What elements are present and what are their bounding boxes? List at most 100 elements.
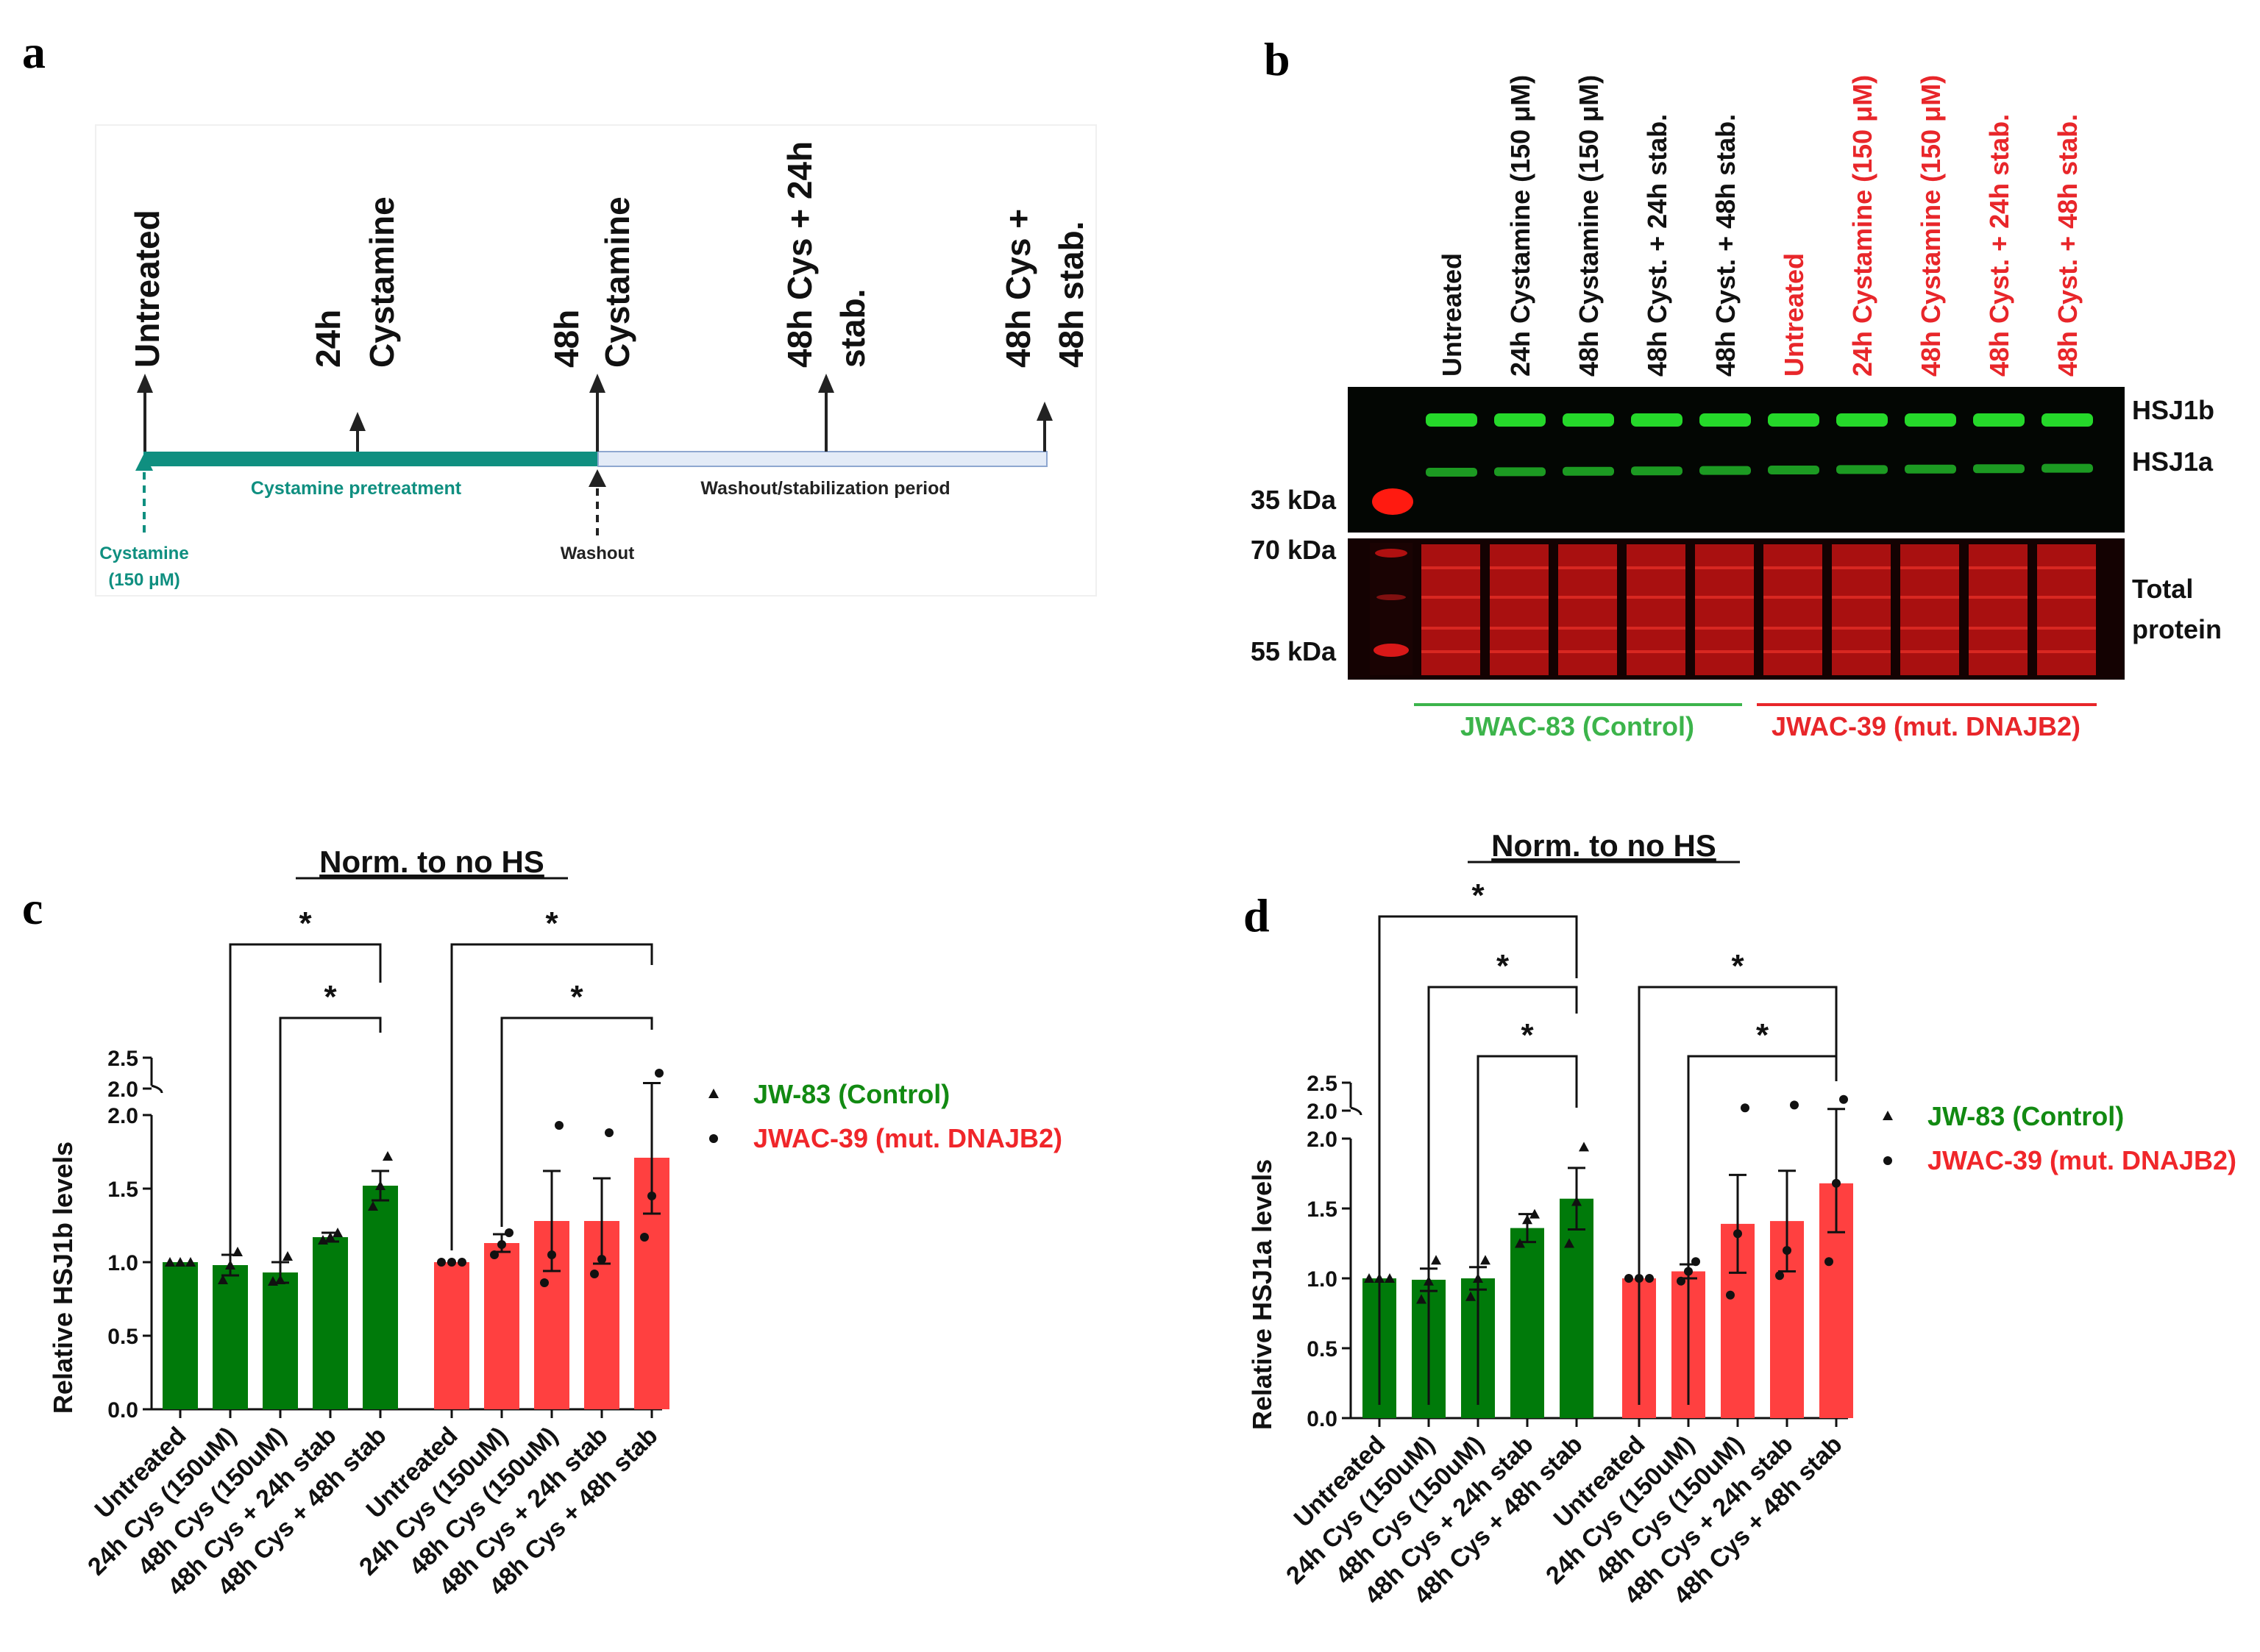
total-protein-band [1558, 650, 1617, 653]
data-point-triangle [333, 1228, 343, 1237]
timeline-label-48h: 48h [547, 310, 586, 368]
total-protein-band [1421, 650, 1480, 653]
y-axis-label: Relative HSJ1a levels [1247, 1159, 1277, 1430]
hsj1a-band [1563, 466, 1614, 476]
significance-star: * [545, 905, 558, 941]
data-point-circle [655, 1069, 664, 1078]
hsj1a-band [1768, 466, 1819, 474]
data-point-triangle [1465, 1291, 1476, 1301]
significance-star: * [1731, 948, 1744, 984]
timeline-label-24h: 24h [309, 310, 347, 368]
data-point-triangle [1364, 1273, 1374, 1283]
timeline-arrow [137, 374, 153, 452]
hsj1a-band [1494, 467, 1546, 477]
y-tick-label: 2.5 [1307, 1072, 1337, 1096]
y-tick-label: 2.0 [107, 1078, 138, 1102]
timeline-label-untreated: Untreated [128, 210, 166, 368]
lane-label: 48h Cystamine (150 μM) [1574, 75, 1604, 377]
data-point-triangle [318, 1235, 328, 1245]
data-point-triangle [268, 1276, 278, 1286]
data-point-triangle [275, 1275, 285, 1284]
total-protein-band [1900, 596, 1959, 599]
total-protein-band [1695, 566, 1754, 569]
y-tick-label: 0.5 [107, 1325, 138, 1349]
data-point-circle [1741, 1103, 1749, 1113]
cystamine-start-label: Cystamine [99, 544, 188, 563]
lane-label: 48h Cyst. + 24h stab. [1642, 114, 1672, 377]
data-point-circle [1839, 1094, 1848, 1104]
legend-marker-triangle [1883, 1111, 1893, 1120]
total-protein-band [2037, 566, 2096, 569]
lane-label: Untreated [1779, 253, 1809, 377]
panel-b-western-blot: b Untreated 24h Cystamine (150 μM) 48h Cys… [1251, 33, 2222, 741]
ladder-70kda-band [1375, 549, 1407, 558]
total-protein-lanes [1421, 544, 2096, 675]
hsj1a-band [1426, 468, 1477, 477]
significance-bracket [229, 943, 382, 1261]
significance-star: * [1521, 1017, 1534, 1053]
timeline-label-stab: stab. [834, 289, 872, 368]
data-point-triangle [375, 1181, 385, 1190]
data-point-circle [647, 1192, 656, 1200]
total-protein-band [1421, 596, 1480, 599]
data-point-triangle [325, 1232, 335, 1242]
lane-label: Untreated [1437, 253, 1467, 377]
significance-bracket [450, 943, 653, 1250]
chart-title: Norm. to no HS [319, 844, 544, 879]
data-point-triangle [225, 1260, 235, 1270]
y-tick-label: 0.5 [1307, 1337, 1337, 1361]
blot-hsj1-panel [1348, 387, 2125, 533]
group-control-label: JWAC-83 (Control) [1460, 711, 1694, 741]
bar [213, 1265, 248, 1409]
significance-bracket [500, 1017, 653, 1227]
hsj1b-band [1905, 413, 1956, 427]
y-tick-label: 0.0 [107, 1398, 138, 1423]
data-point-triangle [282, 1251, 293, 1261]
data-point-triangle [1431, 1255, 1441, 1265]
legend-marker-circle [709, 1134, 718, 1143]
marker-70kda: 70 kDa [1251, 535, 1337, 565]
data-point-circle [437, 1258, 446, 1267]
data-point-triangle [1416, 1294, 1426, 1304]
hsj1a-band [1905, 464, 1956, 474]
data-point-circle [1783, 1246, 1791, 1255]
total-protein-lane [1695, 544, 1754, 675]
data-point-triangle [1564, 1238, 1574, 1248]
ladder-55kda-band [1374, 644, 1409, 657]
data-point-circle [1733, 1229, 1742, 1239]
total-protein-band [1558, 627, 1617, 630]
data-point-circle [1624, 1274, 1633, 1283]
total-protein-lane [1421, 544, 1480, 675]
data-point-circle [1677, 1276, 1685, 1286]
y-tick-label: 0.0 [1307, 1407, 1337, 1431]
data-point-circle [1691, 1257, 1700, 1267]
bar [434, 1262, 469, 1409]
marker-55kda: 55 kDa [1251, 636, 1337, 666]
timeline-arrow [1037, 402, 1053, 452]
total-protein-band [2037, 627, 2096, 630]
y-tick-label: 1.0 [1307, 1267, 1337, 1292]
total-protein-band [1627, 650, 1685, 653]
y-tick-label: 1.5 [107, 1178, 138, 1202]
timeline-label-24h-cystamine: Cystamine [363, 196, 401, 368]
data-point-triangle [383, 1151, 393, 1161]
lane-label: 48h Cyst. + 24h stab. [1984, 114, 2014, 377]
hsj1a-band [1836, 465, 1888, 474]
data-point-circle [597, 1255, 606, 1264]
total-protein-lane [1627, 544, 1685, 675]
data-point-circle [458, 1258, 466, 1267]
ladder-35kda-band [1372, 488, 1413, 515]
total-protein-band [1627, 566, 1685, 569]
total-protein-band [1832, 627, 1891, 630]
total-protein-band [2037, 596, 2096, 599]
axis-break [1350, 1106, 1362, 1116]
total-protein-band [1900, 566, 1959, 569]
total-protein-band [1421, 627, 1480, 630]
pretreatment-bar [143, 452, 598, 466]
chart-panel-c: Norm. to no HS Relative HSJ1b levels 0.0 0.… [48, 844, 1062, 1601]
hsj1b-band [2042, 413, 2093, 427]
hsj1b-band [1494, 413, 1546, 427]
chart-title: Norm. to no HS [1491, 828, 1716, 863]
timeline-frame [95, 124, 1097, 597]
